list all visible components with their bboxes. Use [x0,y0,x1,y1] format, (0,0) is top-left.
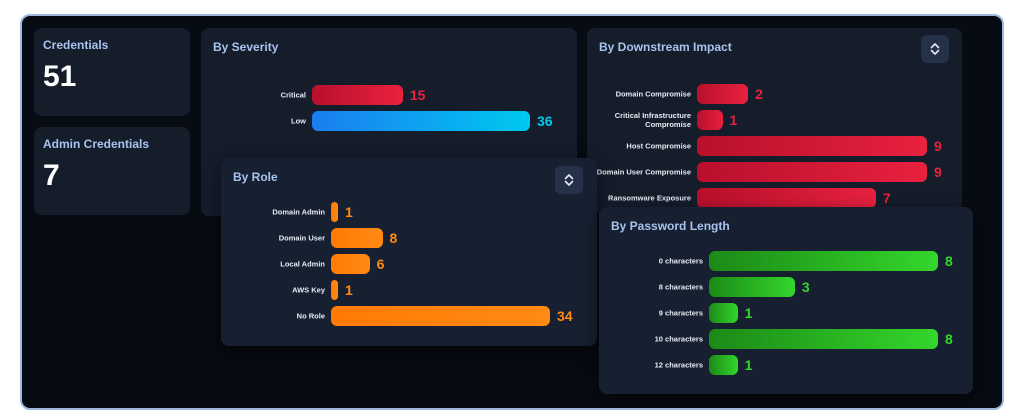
bar[interactable] [312,111,530,131]
bar-row[interactable]: Ransomware Exposure 7 [587,188,962,208]
bar-value-label: 9 [934,138,942,154]
password-length-title: By Password Length [611,219,730,233]
bar[interactable] [697,162,927,182]
bar[interactable] [709,355,738,375]
bar-value-label: 34 [557,308,573,324]
bar-category-label: AWS Key [292,285,325,295]
credentials-label: Credentials [43,38,109,52]
admin-credentials-card[interactable]: Admin Credentials 7 [34,127,190,215]
downstream-chart: Domain Compromise 2 Critical Infrastructur… [587,28,962,213]
bar-row[interactable]: Critical 15 [201,85,577,105]
bar-category-label: Domain Admin [272,207,325,217]
bar-value-label: 8 [945,253,953,269]
bar-value-label: 6 [376,256,385,272]
bar-row[interactable]: 0 characters 8 [599,251,973,271]
bar-value-label: 1 [345,204,353,220]
bar-row[interactable]: Host Compromise 9 [587,136,962,156]
bar-row[interactable]: Low 36 [201,111,577,131]
credentials-card[interactable]: Credentials 51 [34,28,190,116]
bar-row[interactable]: Domain Compromise 2 [587,84,962,104]
bar[interactable] [709,329,938,349]
role-chart: Domain Admin 1 Domain User 8 Local Admin 6 AWS… [221,158,597,346]
bar-category-label: Domain User Compromise [596,167,691,177]
bar-value-label: 1 [345,282,353,298]
severity-title: By Severity [213,40,279,54]
bar-value-label: 1 [729,112,738,128]
bar-category-label: 10 characters [654,334,703,344]
bar-category-label: Ransomware Exposure [608,193,691,203]
bar-row[interactable]: Domain User 8 [221,228,597,248]
bar[interactable] [331,254,370,274]
bar[interactable] [697,136,927,156]
downstream-card: By Downstream Impact Domain Compromise 2 C… [587,28,962,213]
role-title: By Role [233,170,278,184]
bar-row[interactable]: Local Admin 6 [221,254,597,274]
bar-category-label: 9 characters [658,308,703,318]
bar[interactable] [331,280,338,300]
bar-value-label: 2 [755,86,763,102]
bar-category-label: Domain Compromise [615,89,691,99]
bar[interactable] [312,85,403,105]
bar-category-label: Host Compromise [626,141,691,151]
bar[interactable] [331,306,550,326]
bar-row[interactable]: 12 characters 1 [599,355,973,375]
bar[interactable] [697,84,749,104]
bar[interactable] [709,277,795,297]
bar-row[interactable]: Domain User Compromise 9 [587,162,962,182]
dashboard-frame: Credentials 51 Admin Credentials 7 By Se… [20,14,1004,410]
bar-value-label: 8 [945,331,953,347]
bar-category-label: Critical [280,90,306,100]
bar-value-label: 9 [934,164,942,180]
admin-credentials-count: 7 [43,159,60,192]
bar-row[interactable]: 8 characters 3 [599,277,973,297]
bar-row[interactable]: Critical Infrastructure Compromise 1 [587,110,962,130]
bar-row[interactable]: No Role 34 [221,306,597,326]
sort-icon [930,43,940,55]
credentials-count: 51 [43,60,77,93]
bar-value-label: 1 [744,305,753,321]
downstream-title: By Downstream Impact [599,40,732,54]
role-card: By Role Domain Admin 1 Domain User 8 Local A… [221,158,597,346]
bar[interactable] [331,202,338,222]
password-length-card: By Password Length 0 characters 8 8 charac… [599,207,973,394]
bar-row[interactable]: 9 characters 1 [599,303,973,323]
bar-value-label: 1 [744,357,753,373]
bar-row[interactable]: AWS Key 1 [221,280,597,300]
bar-category-label: Low [291,116,306,126]
bar[interactable] [709,251,938,271]
bar-category-label: Critical Infrastructure Compromise [614,111,691,129]
bar-category-label: 12 characters [654,360,703,370]
bar-value-label: 36 [537,113,553,129]
bar-value-label: 7 [882,190,891,206]
bar-category-label: Local Admin [280,259,325,269]
bar-row[interactable]: 10 characters 8 [599,329,973,349]
bar-category-label: No Role [296,311,325,321]
bar-row[interactable]: Domain Admin 1 [221,202,597,222]
bar-category-label: Domain User [278,233,325,243]
bar[interactable] [697,188,876,208]
bar[interactable] [709,303,738,323]
bar-value-label: 15 [409,87,426,103]
role-sort-button[interactable] [555,166,583,194]
bar[interactable] [331,228,383,248]
bar-category-label: 0 characters [658,256,703,266]
password-length-chart: 0 characters 8 8 characters 3 9 characters 1 1… [599,207,973,394]
bar[interactable] [697,110,723,130]
sort-icon [564,174,574,186]
severity-chart: Critical 15 Low 36 [201,28,577,216]
bar-category-label: 8 characters [658,282,703,292]
downstream-sort-button[interactable] [921,35,949,63]
bar-value-label: 8 [389,230,398,246]
admin-credentials-label: Admin Credentials [43,137,150,151]
bar-value-label: 3 [801,279,810,295]
